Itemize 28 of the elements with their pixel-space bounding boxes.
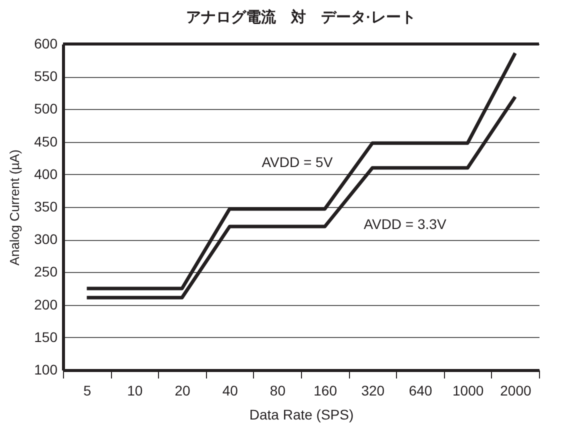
y-tick-label: 150 bbox=[34, 328, 58, 345]
y-tick-label: 350 bbox=[34, 198, 58, 214]
y-tick-label: 600 bbox=[34, 36, 58, 52]
y-tick-label: 200 bbox=[34, 296, 58, 312]
series-label: AVDD = 5V bbox=[262, 154, 334, 170]
y-tick-label: 550 bbox=[34, 68, 58, 84]
y-tick-label: 400 bbox=[34, 166, 58, 182]
x-tick-label: 1000 bbox=[452, 382, 484, 398]
x-tick-label: 20 bbox=[174, 382, 190, 398]
x-tick-label: 40 bbox=[222, 382, 238, 398]
series-label: AVDD = 3.3V bbox=[364, 216, 447, 232]
x-tick-label: 160 bbox=[314, 382, 338, 398]
x-tick-label: 320 bbox=[361, 382, 385, 398]
x-tick-label: 10 bbox=[127, 382, 143, 398]
line-series bbox=[85, 51, 517, 290]
x-tick-label: 80 bbox=[270, 382, 286, 398]
y-tick-label: 500 bbox=[34, 100, 58, 117]
x-tick-label: 2000 bbox=[500, 382, 532, 398]
x-axis-title: Data Rate (SPS) bbox=[249, 406, 354, 422]
y-tick-label: 450 bbox=[34, 133, 58, 150]
line-series bbox=[85, 95, 517, 300]
y-tick-label: 100 bbox=[34, 362, 58, 378]
x-tick-label: 5 bbox=[83, 382, 92, 398]
chart-title: アナログ電流 対 データ·レート bbox=[186, 8, 416, 26]
y-tick-label: 300 bbox=[34, 231, 58, 248]
y-tick-label: 250 bbox=[34, 264, 58, 280]
x-tick-label: 640 bbox=[408, 382, 432, 398]
y-axis-title: Analog Current (µA) bbox=[7, 150, 22, 266]
